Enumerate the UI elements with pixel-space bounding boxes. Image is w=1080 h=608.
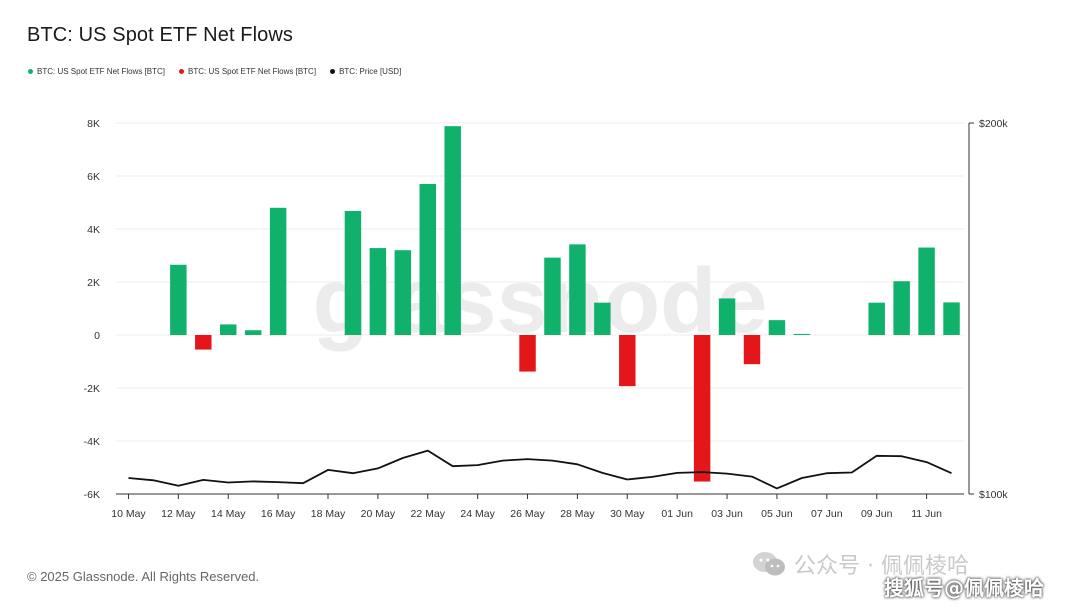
y2-tick-label: $200k (979, 118, 1008, 130)
outflow-bar (195, 335, 212, 350)
x-tick-label: 05 Jun (761, 508, 793, 520)
x-tick-label: 12 May (161, 508, 196, 520)
inflow-bar (768, 320, 786, 335)
outflow-bar (519, 335, 536, 372)
price-line (128, 449, 952, 490)
x-tick-label: 18 May (311, 508, 346, 520)
y-tick-label: 2K (87, 277, 100, 289)
x-tick-label: 07 Jun (811, 508, 843, 520)
x-tick-label: 30 May (610, 508, 645, 520)
x-tick-label: 20 May (361, 508, 396, 520)
y2-tick-label: $100k (979, 489, 1008, 501)
inflow-bar (369, 248, 387, 335)
outflow-bar (743, 335, 761, 365)
wechat-watermark-text: 公众号 · 佩佩棱哈 (794, 554, 969, 579)
x-tick-label: 16 May (261, 508, 296, 520)
legend-outflow-label: BTC: US Spot ETF Net Flows [BTC] (188, 67, 317, 76)
wechat-watermark: 公众号 · 佩佩棱哈 (752, 548, 969, 580)
inflow-bar (793, 333, 811, 335)
x-tick-label: 22 May (411, 508, 446, 520)
copyright-footer: © 2025 Glassnode. All Rights Reserved. (27, 569, 260, 584)
inflow-bar (594, 302, 611, 335)
x-tick-label: 09 Jun (861, 508, 893, 520)
inflow-bar (170, 264, 187, 335)
legend-price-dot (330, 69, 336, 74)
x-tick-label: 28 May (560, 508, 595, 520)
outflow-bar (619, 335, 636, 387)
chart-title: BTC: US Spot ETF Net Flows (27, 24, 293, 46)
legend-item-price[interactable]: BTC: Price [USD] (330, 67, 401, 76)
x-tick-label: 03 Jun (711, 508, 743, 520)
inflow-bar (444, 126, 461, 336)
x-tick-label: 10 May (111, 508, 146, 520)
legend-inflow-dot (28, 69, 33, 74)
sohu-watermark: 搜狐号@佩佩棱哈 (884, 576, 1044, 600)
y-tick-label: 4K (87, 224, 100, 236)
legend-item-inflow[interactable]: BTC: US Spot ETF Net Flows [BTC] (28, 67, 165, 76)
inflow-bar (244, 330, 262, 335)
y-tick-label: 0 (94, 330, 100, 342)
inflow-bar (220, 324, 237, 335)
x-tick-label: 11 Jun (911, 508, 942, 520)
inflow-bar (544, 257, 561, 335)
y-tick-label: 6K (87, 171, 100, 183)
inflow-bar (868, 302, 885, 335)
outflow-bar (693, 335, 711, 482)
legend-item-outflow[interactable]: BTC: US Spot ETF Net Flows [BTC] (179, 67, 316, 76)
inflow-bar (718, 298, 736, 335)
inflow-bar (419, 183, 436, 335)
legend-outflow-dot (179, 69, 185, 74)
inflow-bar (344, 210, 362, 335)
y-tick-label: -4K (84, 436, 100, 448)
inflow-bar (943, 302, 960, 335)
y-tick-label: -2K (84, 383, 100, 395)
wechat-icon (753, 552, 785, 576)
legend-inflow-label: BTC: US Spot ETF Net Flows [BTC] (37, 67, 166, 76)
y-tick-label: 8K (87, 118, 100, 130)
x-tick-label: 24 May (460, 508, 495, 520)
x-tick-label: 26 May (510, 508, 545, 520)
y-tick-label: -6K (84, 489, 100, 501)
x-tick-label: 14 May (211, 508, 246, 520)
legend-price-label: BTC: Price [USD] (339, 67, 402, 76)
x-tick-label: 01 Jun (661, 508, 693, 520)
inflow-bar (269, 207, 287, 335)
inflow-bar (394, 250, 412, 335)
inflow-bar (918, 247, 935, 335)
legend: BTC: US Spot ETF Net Flows [BTC] BTC: US… (28, 67, 401, 76)
inflow-bar (569, 244, 586, 335)
inflow-bar (893, 281, 910, 335)
